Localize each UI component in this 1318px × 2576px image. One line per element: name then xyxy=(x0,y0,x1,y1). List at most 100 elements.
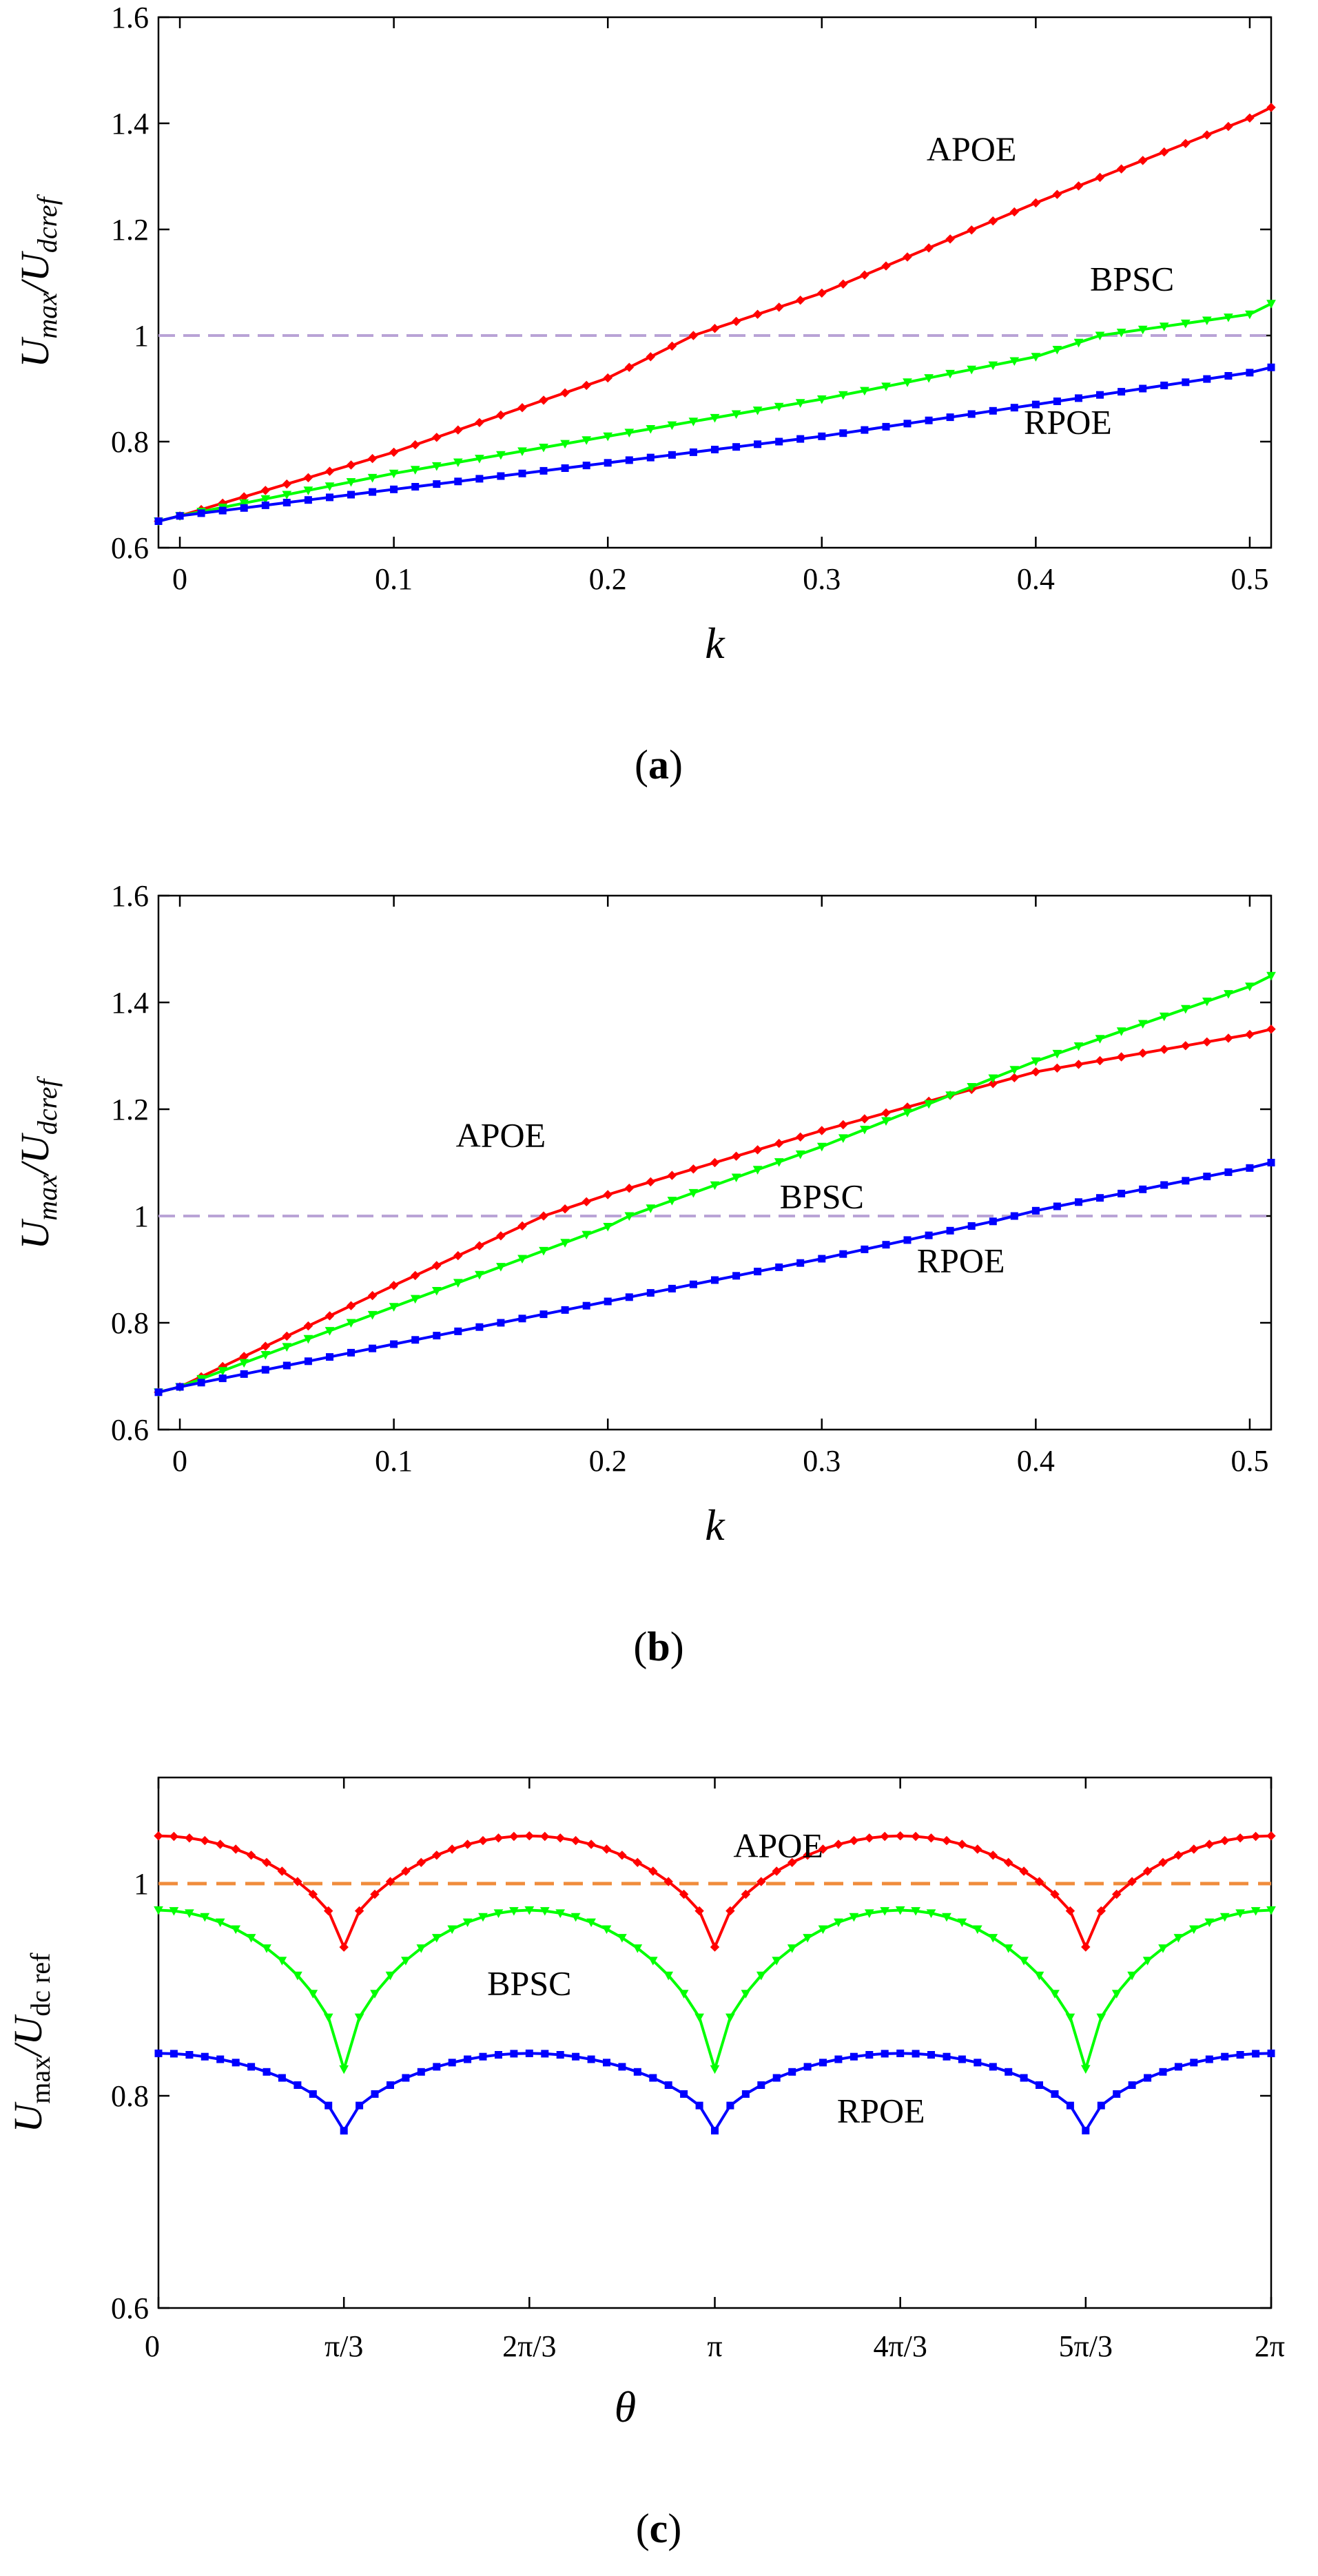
data-point-apoe xyxy=(1009,1073,1019,1082)
data-point-rpoe xyxy=(1128,2081,1136,2089)
data-point-rpoe xyxy=(262,2068,271,2076)
data-point-rpoe xyxy=(525,2049,533,2057)
data-point-rpoe xyxy=(1096,1194,1104,1202)
data-point-rpoe xyxy=(411,483,420,491)
data-point-rpoe xyxy=(294,2081,302,2089)
data-point-rpoe xyxy=(881,2050,889,2058)
data-point-rpoe xyxy=(1066,2101,1074,2110)
data-point-rpoe xyxy=(903,420,912,428)
series-annotation: BPSC xyxy=(1090,260,1174,298)
data-point-apoe xyxy=(1189,1844,1199,1854)
data-point-bpsc xyxy=(1065,2013,1075,2022)
data-point-apoe xyxy=(1266,1024,1276,1034)
x-tick-label: 2π/3 xyxy=(502,2329,556,2363)
data-point-rpoe xyxy=(865,2051,874,2059)
data-point-rpoe xyxy=(1221,2052,1229,2061)
panel-caption: (c) xyxy=(636,2506,682,2551)
data-point-rpoe xyxy=(946,413,954,422)
data-point-rpoe xyxy=(882,422,890,431)
data-point-rpoe xyxy=(927,2051,935,2059)
data-point-apoe xyxy=(1181,1041,1191,1051)
data-point-rpoe xyxy=(539,466,548,475)
data-point-apoe xyxy=(1235,1833,1245,1843)
data-point-rpoe xyxy=(572,2052,580,2061)
data-point-rpoe xyxy=(633,2068,641,2076)
data-point-rpoe xyxy=(775,437,783,446)
data-point-apoe xyxy=(732,317,741,326)
data-point-rpoe xyxy=(1246,1164,1254,1172)
data-point-rpoe xyxy=(497,472,505,480)
y-tick-label: 1 xyxy=(134,319,149,353)
data-point-rpoe xyxy=(711,446,719,453)
series-line-apoe xyxy=(158,1027,1272,1394)
data-point-rpoe xyxy=(1051,2090,1059,2098)
x-tick-label: 0.1 xyxy=(375,562,413,596)
series-bpsc xyxy=(154,971,1276,1397)
data-point-rpoe xyxy=(1097,2101,1105,2110)
data-point-rpoe xyxy=(1075,394,1082,402)
data-point-rpoe xyxy=(1075,1198,1082,1206)
data-point-rpoe xyxy=(154,1388,163,1397)
data-point-rpoe xyxy=(433,1332,441,1340)
data-point-rpoe xyxy=(711,2127,719,2135)
data-point-rpoe xyxy=(896,2049,905,2057)
data-point-rpoe xyxy=(197,1379,205,1387)
data-point-apoe xyxy=(732,1151,741,1161)
data-point-rpoe xyxy=(240,504,248,512)
series-annotation: RPOE xyxy=(1024,402,1112,441)
data-point-apoe xyxy=(1173,1851,1183,1860)
data-point-rpoe xyxy=(282,1361,291,1370)
data-point-apoe xyxy=(453,1251,463,1261)
data-point-rpoe xyxy=(1010,404,1018,412)
data-point-apoe xyxy=(1031,198,1040,207)
data-point-apoe xyxy=(560,388,570,398)
data-point-rpoe xyxy=(1267,1159,1275,1166)
x-tick-label: 5π/3 xyxy=(1059,2329,1113,2363)
x-axis-label: k xyxy=(705,619,725,668)
data-point-rpoe xyxy=(454,477,462,486)
data-point-rpoe xyxy=(989,406,997,415)
x-tick-label: 0.3 xyxy=(803,562,841,596)
data-point-apoe xyxy=(624,1184,634,1193)
data-point-rpoe xyxy=(1267,363,1275,371)
data-point-apoe xyxy=(260,486,270,495)
panel-caption: (b) xyxy=(633,1624,683,1669)
data-point-apoe xyxy=(710,324,719,333)
chart-panel-a: 0.6 0.8 1 1.2 1.4 1.6 0 0.1 0.2 0.3 0.4 0.5 APOE BPSC… xyxy=(12,1,1276,787)
data-point-apoe xyxy=(602,1844,611,1854)
data-point-rpoe xyxy=(818,1255,826,1263)
data-point-apoe xyxy=(1224,1033,1233,1043)
data-point-apoe xyxy=(347,460,356,470)
data-point-rpoe xyxy=(1031,1206,1040,1215)
data-point-rpoe xyxy=(711,1276,719,1284)
data-point-apoe xyxy=(581,1197,591,1206)
data-point-apoe xyxy=(432,433,442,442)
y-tick-label: 0.6 xyxy=(111,531,149,565)
data-point-apoe xyxy=(796,296,805,305)
data-point-rpoe xyxy=(834,2055,843,2063)
data-point-apoe xyxy=(1117,164,1126,174)
data-point-rpoe xyxy=(371,2090,379,2098)
data-point-apoe xyxy=(339,1942,349,1952)
chart-panel-b: 0.6 0.8 1 1.2 1.4 1.6 0 0.1 0.2 0.3 0.4 0.5 APOE BPSC… xyxy=(12,879,1276,1669)
data-point-apoe xyxy=(494,1833,503,1843)
data-point-apoe xyxy=(945,234,955,244)
data-point-apoe xyxy=(1009,207,1019,217)
data-point-rpoe xyxy=(819,2059,827,2067)
x-axis-label: θ xyxy=(615,2382,636,2431)
data-point-rpoe xyxy=(974,2059,982,2067)
data-point-rpoe xyxy=(649,2074,657,2082)
data-point-apoe xyxy=(411,440,420,450)
x-tick-label: 0.5 xyxy=(1231,562,1268,596)
data-point-rpoe xyxy=(757,2081,765,2089)
y-tick-label: 0.8 xyxy=(111,425,149,459)
data-point-bpsc xyxy=(694,2013,704,2022)
data-point-rpoe xyxy=(261,501,269,509)
data-point-bpsc xyxy=(324,2013,333,2022)
data-point-apoe xyxy=(838,279,848,289)
y-tick-label: 0.6 xyxy=(111,2291,149,2325)
series-line-bpsc xyxy=(158,1908,1272,2074)
data-point-apoe xyxy=(389,447,399,457)
data-point-rpoe xyxy=(1182,378,1190,387)
panel-caption: (a) xyxy=(635,742,683,787)
